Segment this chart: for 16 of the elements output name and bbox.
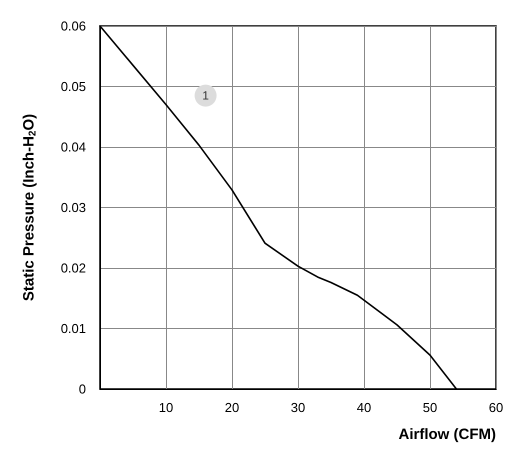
y-tick-label: 0.03	[60, 200, 86, 215]
x-tick-label: 10	[158, 400, 174, 415]
y-tick-label: 0.01	[60, 321, 86, 336]
y-tick-label: 0.05	[60, 79, 86, 94]
x-tick-label: 60	[488, 400, 504, 415]
y-tick-label: 0	[78, 382, 86, 396]
y-tick-label: 0.04	[60, 140, 86, 154]
x-axis-title: Airflow (CFM)	[398, 426, 496, 443]
x-tick-label: 50	[422, 400, 438, 415]
y-axis-title: Static Pressure (Inch-H2O)	[20, 114, 38, 302]
y-tick-label: 0.02	[60, 260, 86, 276]
x-tick-label: 40	[356, 400, 372, 415]
x-tick-label: 30	[290, 400, 306, 415]
annotation: 1	[202, 88, 210, 103]
y-tick-label: 0.06	[60, 18, 86, 34]
x-tick-label: 20	[224, 400, 240, 415]
